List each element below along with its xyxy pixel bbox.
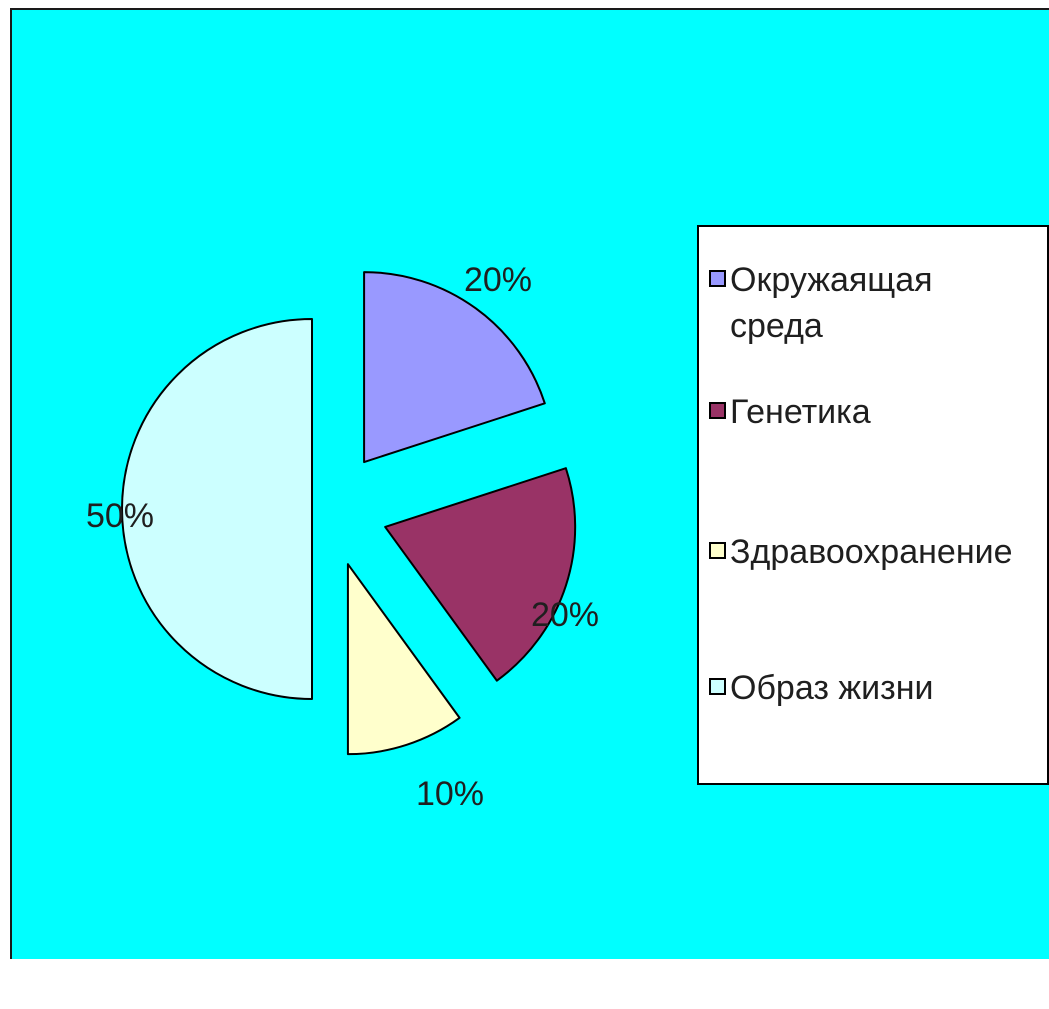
pie-slice-environment [363,271,546,464]
legend-label-lifestyle: Образ жизни [730,669,934,707]
data-label-healthcare: 10% [416,775,484,813]
legend-item-genetics: Генетика [709,389,1030,435]
legend-item-lifestyle: Образ жизни [709,665,1030,711]
pie-slice-healthcare [346,563,461,756]
legend-label-environment: Окружаящая среда [730,261,933,345]
data-label-environment: 20% [464,261,532,299]
pie-slice-lifestyle [121,318,313,700]
legend-label-genetics: Генетика [730,393,871,431]
pie-slice-genetics [384,467,577,682]
legend-swatch-lifestyle [709,678,726,695]
chart-legend: Окружаящая среда Генетика Здравоохранени… [697,225,1049,785]
data-label-lifestyle: 50% [86,497,154,535]
legend-item-healthcare: Здравоохранение [709,529,1030,575]
legend-swatch-environment [709,270,726,287]
data-label-genetics: 20% [531,596,599,634]
legend-label-healthcare: Здравоохранение [730,533,1013,571]
legend-item-environment: Окружаящая среда [709,257,1030,349]
legend-swatch-genetics [709,402,726,419]
legend-swatch-healthcare [709,542,726,559]
